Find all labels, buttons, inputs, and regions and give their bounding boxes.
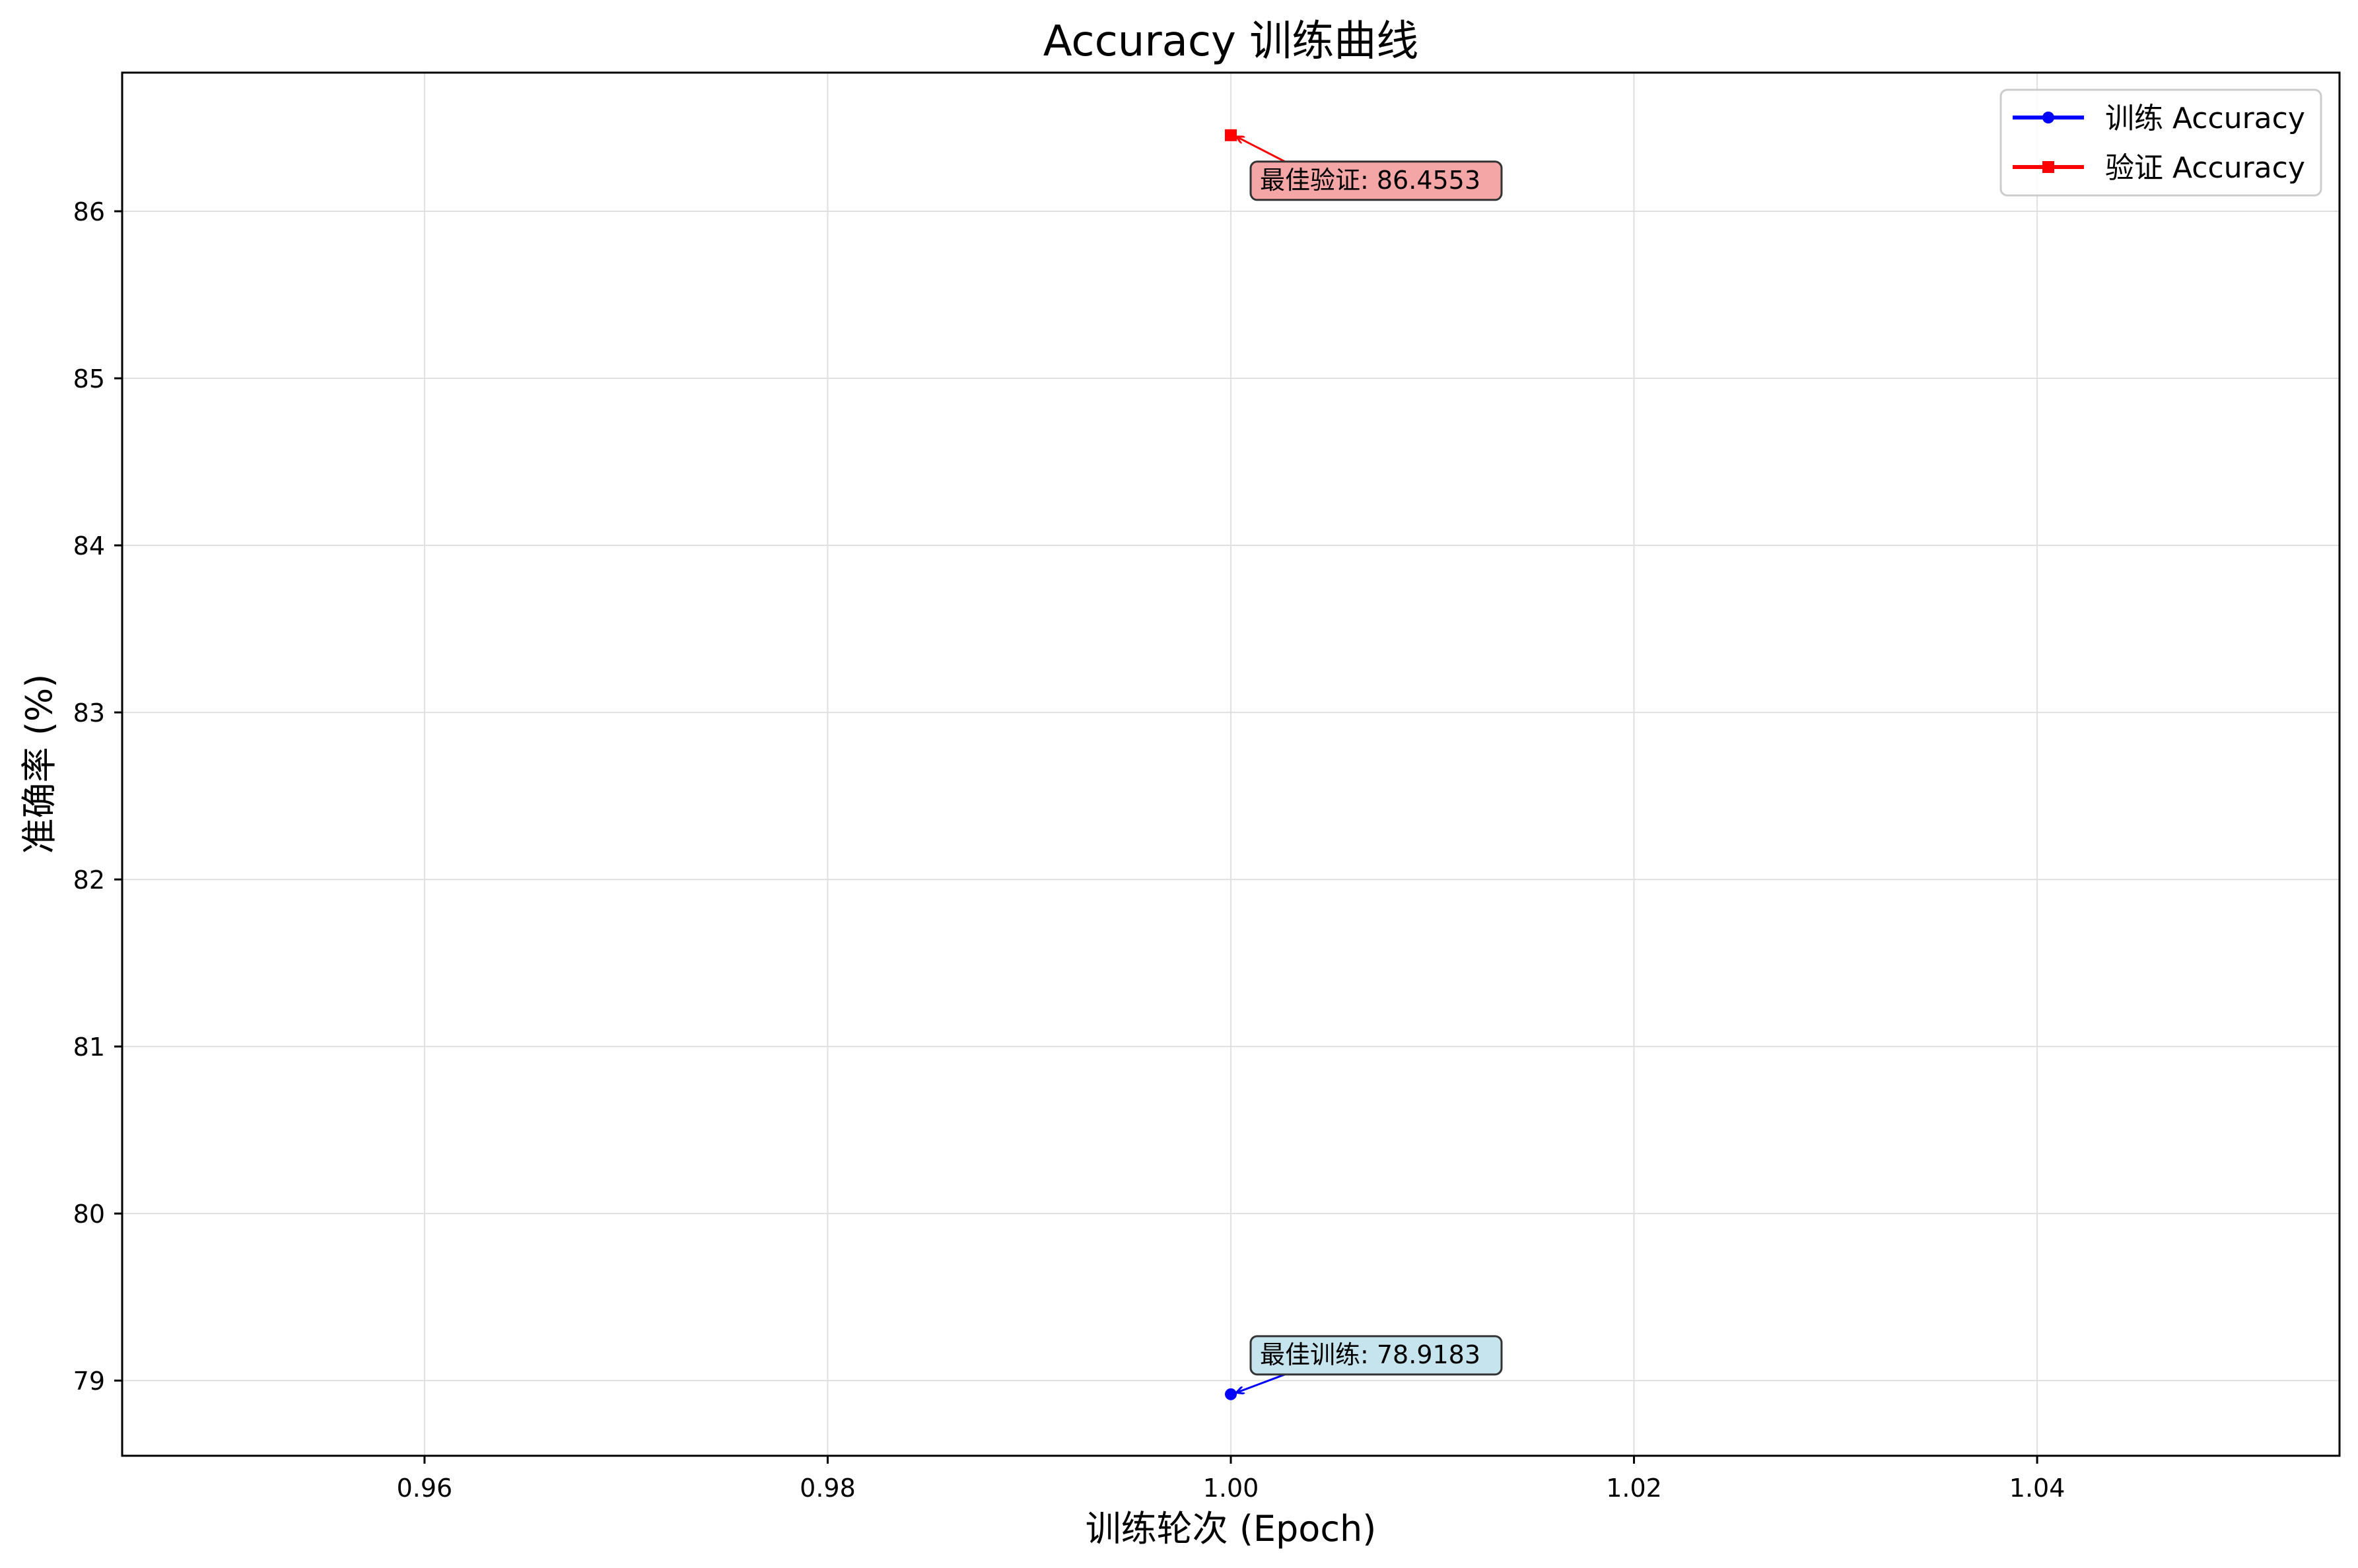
x-tick-label: 0.98 xyxy=(800,1474,856,1503)
legend-label-train: 训练 Accuracy xyxy=(2105,102,2305,135)
y-tick-label: 80 xyxy=(73,1200,105,1229)
x-tick-label: 1.04 xyxy=(2009,1474,2065,1503)
data-point-series-1 xyxy=(1225,129,1237,141)
annotation-box xyxy=(1249,160,1503,201)
y-tick-label: 86 xyxy=(73,197,105,226)
legend-marker-val xyxy=(2042,161,2054,173)
annotation-arrow xyxy=(1237,1373,1286,1392)
annotation-label: 最佳验证: 86.4553 xyxy=(1260,166,1480,195)
y-axis: 79 80 81 82 83 84 85 86 xyxy=(73,197,122,1396)
annotation-arrow xyxy=(1237,137,1286,163)
y-tick-label: 79 xyxy=(73,1367,105,1396)
x-axis: 0.96 0.98 1.00 1.02 1.04 xyxy=(397,1456,2065,1503)
y-tick-label: 85 xyxy=(73,364,105,393)
x-tick-label: 1.02 xyxy=(1606,1474,1662,1503)
x-axis-label: 训练轮次 (Epoch) xyxy=(1086,1508,1377,1550)
series-layer xyxy=(1225,129,1237,1400)
y-tick-label: 84 xyxy=(73,531,105,561)
chart-title: Accuracy 训练曲线 xyxy=(1043,17,1419,66)
annotation-box xyxy=(1249,1335,1503,1376)
x-tick-label: 1.00 xyxy=(1203,1474,1259,1503)
legend: 训练 Accuracy 验证 Accuracy xyxy=(1999,88,2322,197)
y-tick-label: 83 xyxy=(73,699,105,728)
y-tick-label: 82 xyxy=(73,866,105,895)
y-tick-label: 81 xyxy=(73,1033,105,1062)
data-point-series-0 xyxy=(1225,1388,1237,1400)
annotation-layer: 最佳训练: 78.9183 最佳验证: 86.4553 xyxy=(1237,137,1503,1392)
legend-marker-train xyxy=(2042,112,2054,123)
annotation-label: 最佳训练: 78.9183 xyxy=(1260,1340,1480,1369)
grid-lines xyxy=(122,73,2340,1456)
legend-label-val: 验证 Accuracy xyxy=(2105,151,2305,185)
x-tick-label: 0.96 xyxy=(397,1474,453,1503)
y-axis-label: 准确率 (%) xyxy=(18,674,60,854)
